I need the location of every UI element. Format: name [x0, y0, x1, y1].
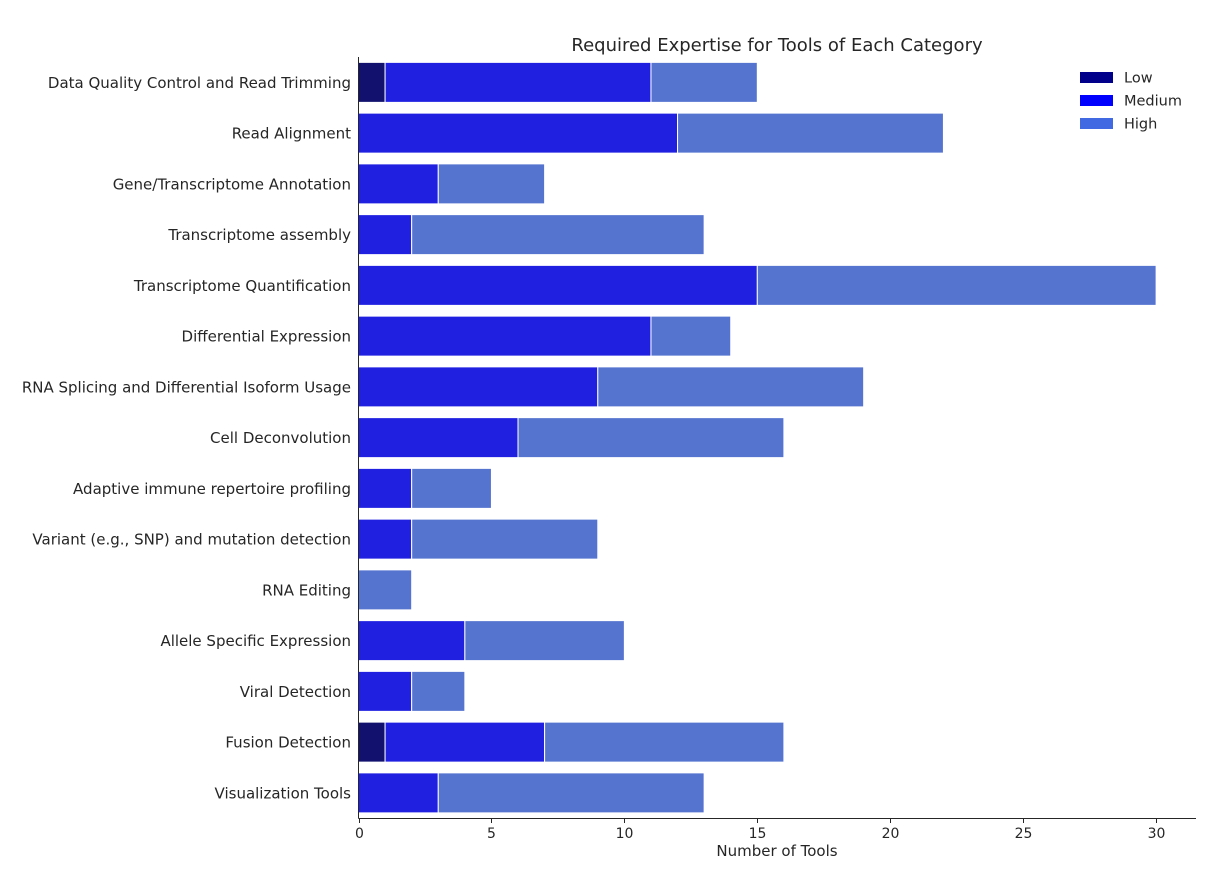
bar-medium-2 [358, 163, 439, 205]
category-label: Transcriptome Quantification [133, 277, 351, 295]
legend-swatch-high [1080, 118, 1113, 129]
legend-swatch-medium [1080, 95, 1113, 106]
bar-high-9 [411, 518, 599, 560]
x-ticks: 0 5 10 15 20 25 30 [355, 818, 1166, 842]
bar-low-13 [358, 721, 386, 763]
x-tick-label: 20 [882, 826, 900, 842]
bar-medium-8 [358, 467, 413, 509]
bar-medium-5 [358, 315, 652, 357]
category-label: Read Alignment [232, 125, 351, 143]
bar-high-6 [597, 366, 865, 408]
bar-medium-11 [358, 620, 466, 662]
bar-medium-9 [358, 518, 413, 560]
legend-label-high: High [1124, 117, 1157, 133]
x-tick-label: 0 [355, 826, 364, 842]
x-tick-label: 30 [1148, 826, 1166, 842]
category-label: Visualization Tools [215, 784, 352, 802]
category-label: Gene/Transcriptome Annotation [113, 175, 351, 193]
x-tick-label: 10 [616, 826, 634, 842]
bar-high-4 [756, 264, 1157, 306]
bar-medium-7 [358, 417, 519, 459]
legend-swatch-low [1080, 72, 1113, 83]
chart-title: Required Expertise for Tools of Each Cat… [571, 35, 983, 56]
bar-high-12 [411, 670, 466, 712]
bar-medium-14 [358, 772, 439, 814]
bar-high-0 [650, 61, 758, 103]
x-tick-label: 25 [1015, 826, 1033, 842]
x-tick-label: 15 [749, 826, 767, 842]
bar-high-5 [650, 315, 732, 357]
category-label: Data Quality Control and Read Trimming [48, 74, 351, 92]
bar-high-11 [464, 620, 625, 662]
bar-medium-1 [358, 112, 679, 154]
category-label: Adaptive immune repertoire profiling [73, 480, 351, 498]
bar-medium-3 [358, 214, 413, 256]
category-label: Fusion Detection [225, 734, 351, 752]
bar-low-0 [358, 61, 386, 103]
bar-high-2 [437, 163, 546, 205]
category-label: Cell Deconvolution [210, 429, 351, 447]
bar-high-7 [517, 417, 785, 459]
bar-medium-6 [358, 366, 599, 408]
category-label: Transcriptome assembly [167, 226, 351, 244]
x-axis-label: Number of Tools [716, 842, 837, 860]
category-label: Allele Specific Expression [160, 632, 351, 650]
bar-medium-4 [358, 264, 758, 306]
category-labels: Data Quality Control and Read Trimming Re… [22, 74, 351, 803]
bar-high-8 [411, 467, 492, 509]
category-label: Viral Detection [240, 683, 351, 701]
bar-high-10 [358, 569, 413, 611]
bar-high-3 [411, 214, 705, 256]
bar-medium-12 [358, 670, 413, 712]
bar-high-14 [437, 772, 705, 814]
legend-label-medium: Medium [1124, 94, 1182, 110]
bar-high-13 [544, 721, 785, 763]
bar-high-1 [677, 112, 944, 154]
legend: Low Medium High [1080, 71, 1182, 133]
category-label: Variant (e.g., SNP) and mutation detecti… [32, 531, 351, 549]
bars-layer [358, 61, 1157, 814]
x-tick-label: 5 [487, 826, 496, 842]
category-label: RNA Editing [262, 581, 351, 599]
bar-medium-13 [384, 721, 546, 763]
axes [358, 57, 1196, 819]
category-label: RNA Splicing and Differential Isoform Us… [22, 378, 351, 396]
category-label: Differential Expression [182, 328, 351, 346]
legend-label-low: Low [1124, 71, 1153, 87]
bar-medium-0 [384, 61, 652, 103]
